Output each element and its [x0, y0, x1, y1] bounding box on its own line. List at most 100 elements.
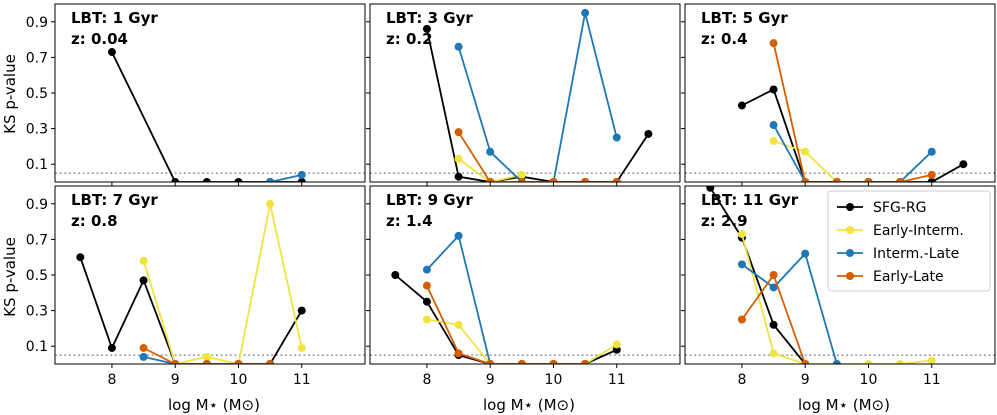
panel-1: 0.1 0.3 0.5 0.7 0.9 LBT: 1 Gyr z: 0.04: [26, 3, 366, 186]
x-tick-label: 8: [422, 372, 431, 388]
data-point-interm-late: [581, 8, 590, 17]
panel-2: LBT: 3 Gyr z: 0.2: [366, 3, 681, 186]
data-point-early-interm: [517, 170, 526, 179]
data-point-sfg-rg: [769, 320, 778, 329]
series-group: [76, 199, 306, 364]
data-point-interm-late: [454, 231, 463, 240]
legend-entry-early-interm: Early-Interm.: [837, 223, 964, 239]
panel-label-z: z: 0.4: [701, 30, 748, 48]
y-axis-label-top: KS p-value: [1, 54, 19, 134]
data-point-early-late: [801, 178, 810, 182]
data-point-early-late: [769, 271, 778, 279]
x-axis-label-middle: log M⋆ (M⊙): [483, 396, 575, 414]
x-tick-label: 9: [486, 372, 495, 388]
legend-marker: [846, 272, 854, 280]
legend-label: Early-Late: [873, 269, 944, 285]
panel-label-z: z: 0.04: [71, 30, 128, 48]
legend-entry-sfg-rg: SFG-RG: [837, 200, 926, 216]
series-line-sfg-rg: [709, 187, 806, 364]
data-point-sfg-rg: [959, 160, 968, 169]
data-point-interm-late: [612, 133, 621, 142]
series-line-interm-late: [143, 356, 271, 364]
y-tick-label: 0.5: [26, 268, 48, 284]
data-point-early-interm: [422, 315, 431, 324]
y-tick-label: 0.9: [26, 197, 48, 213]
panel-label-lbt: LBT: 9 Gyr: [386, 191, 473, 209]
panel-5: 8 9 10 11 LBT: 9 Gyr z: 1.4: [366, 185, 681, 388]
panel-label-lbt: LBT: 7 Gyr: [71, 191, 158, 209]
data-point-sfg-rg: [422, 297, 431, 306]
series-line-early-interm: [142, 202, 303, 364]
panel-label-z: z: 2.9: [701, 212, 748, 230]
x-tick-label: 9: [171, 372, 180, 388]
series-line-early-interm: [773, 140, 838, 182]
series-line-interm-late: [426, 234, 586, 364]
data-point-early-interm: [202, 352, 211, 361]
panel-label-z: z: 0.2: [386, 30, 433, 48]
data-point-early-late: [832, 178, 841, 182]
y-tick-label: 0.7: [26, 50, 48, 66]
data-point-interm-late: [422, 265, 431, 274]
x-tick-label: 11: [293, 372, 311, 388]
series-line-sfg-rg: [426, 28, 650, 182]
data-point-sfg-rg: [234, 178, 243, 182]
x-tick-label: 10: [230, 372, 248, 388]
data-point-interm-late: [139, 352, 148, 361]
legend-label: SFG-RG: [873, 200, 926, 216]
legend-label: Interm.-Late: [873, 246, 959, 262]
x-tick-label: 8: [107, 372, 116, 388]
legend: SFG-RG Early-Interm. Interm.-Late Early-Lat…: [827, 190, 991, 292]
data-point-sfg-rg: [139, 276, 148, 285]
panel-label-z: z: 1.4: [386, 212, 433, 230]
panel-label-lbt: LBT: 11 Gyr: [701, 191, 799, 209]
data-point-early-late: [266, 360, 275, 364]
data-point-sfg-rg: [76, 253, 85, 262]
data-point-sfg-rg: [202, 178, 211, 182]
data-point-interm-late: [737, 260, 746, 269]
data-point-early-late: [234, 360, 243, 364]
data-point-early-late: [517, 360, 526, 364]
y-axis-label-bottom: KS p-value: [1, 237, 19, 317]
data-point-interm-late: [266, 178, 275, 182]
data-point-sfg-rg: [769, 85, 778, 94]
panel-frame: [684, 3, 996, 183]
data-point-early-late: [486, 178, 495, 182]
series-group: [737, 39, 968, 182]
panels: 0.1 0.3 0.5 0.7 0.9 LBT: 1 Gyr z: 0.04 LBT: 3 G…: [26, 3, 996, 388]
data-point-early-late: [549, 360, 558, 364]
data-point-interm-late: [297, 170, 306, 179]
y-tick-label: 0.7: [26, 232, 48, 248]
legend-label: Early-Interm.: [873, 223, 964, 239]
series-line-sfg-rg: [741, 88, 964, 182]
legend-entry-early-late: Early-Late: [837, 269, 944, 285]
data-point-early-interm: [737, 230, 746, 239]
y-tick-label: 0.3: [26, 122, 48, 138]
data-point-interm-late: [769, 121, 778, 130]
data-point-sfg-rg: [422, 24, 431, 33]
panel-label-lbt: LBT: 1 Gyr: [71, 9, 158, 27]
data-point-early-interm: [612, 340, 621, 349]
panel-3: LBT: 5 Gyr z: 0.4: [681, 3, 996, 186]
data-point-early-interm: [454, 154, 463, 163]
series-line-interm-late: [741, 252, 838, 364]
x-axis-label-right: log M⋆ (M⊙): [798, 396, 890, 414]
data-point-sfg-rg: [297, 306, 306, 315]
series-line-early-late: [772, 43, 932, 182]
legend-marker: [846, 226, 854, 234]
panel-label-z: z: 0.8: [71, 212, 118, 230]
series-line-interm-late: [772, 124, 933, 182]
panel-label-lbt: LBT: 5 Gyr: [701, 9, 788, 27]
data-point-interm-late: [454, 42, 463, 51]
data-point-early-late: [517, 178, 526, 182]
data-point-early-late: [896, 178, 905, 182]
x-tick-label: 8: [737, 372, 746, 388]
data-point-early-interm: [801, 147, 810, 156]
panel-label-lbt: LBT: 3 Gyr: [386, 9, 473, 27]
data-point-sfg-rg: [644, 129, 653, 138]
data-point-early-interm: [769, 349, 778, 358]
data-point-early-interm: [139, 256, 148, 265]
series-line-early-late: [457, 131, 617, 182]
data-point-sfg-rg: [706, 186, 715, 192]
legend-entry-interm-late: Interm.-Late: [837, 246, 959, 262]
